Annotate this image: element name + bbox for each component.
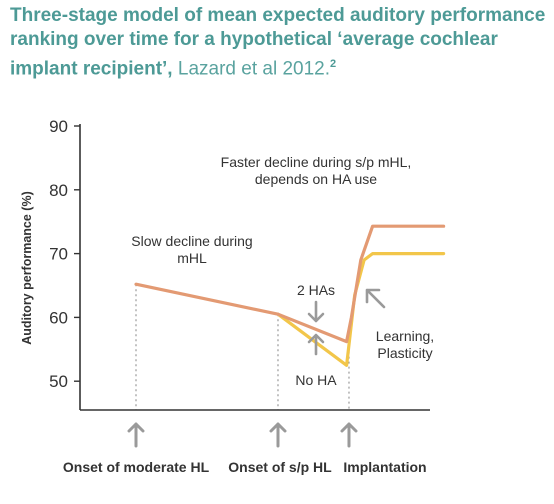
event-label: Onset of s/p HL: [228, 459, 332, 475]
chart-title-bold: Three-stage model of mean expected audit…: [10, 5, 546, 80]
event-label: Implantation: [343, 459, 426, 475]
chart-title-citation: Lazard et al 2012.: [172, 58, 330, 80]
event-arrow-icon: [269, 422, 287, 448]
up-arrow-icon: [307, 333, 325, 356]
y-axis-label: Auditory performance (%): [20, 191, 34, 345]
down-arrow-icon: [307, 300, 325, 323]
event-arrow-icon: [127, 422, 145, 448]
chart-annotation: 2 HAs: [297, 282, 335, 298]
diagonal-arrow-icon: [365, 288, 386, 309]
y-tick-label: 50: [49, 372, 68, 391]
chart-annotation: Slow decline during mHL: [131, 233, 252, 266]
y-tick-label: 90: [49, 117, 68, 136]
y-tick-label: 80: [49, 181, 68, 200]
chart-annotation: No HA: [295, 372, 337, 388]
chart-annotation: Faster decline during s/p mHL, depends on…: [221, 154, 412, 187]
event-arrow-icon: [340, 422, 358, 448]
chart-title: Three-stage model of mean expected audit…: [10, 4, 550, 81]
y-tick-label: 70: [49, 245, 68, 264]
chart-title-ref: 2: [329, 58, 337, 70]
series-line: [134, 224, 446, 344]
y-tick-label: 60: [49, 308, 68, 327]
event-label: Onset of moderate HL: [63, 459, 210, 475]
chart-annotation: Learning, Plasticity: [376, 328, 434, 361]
